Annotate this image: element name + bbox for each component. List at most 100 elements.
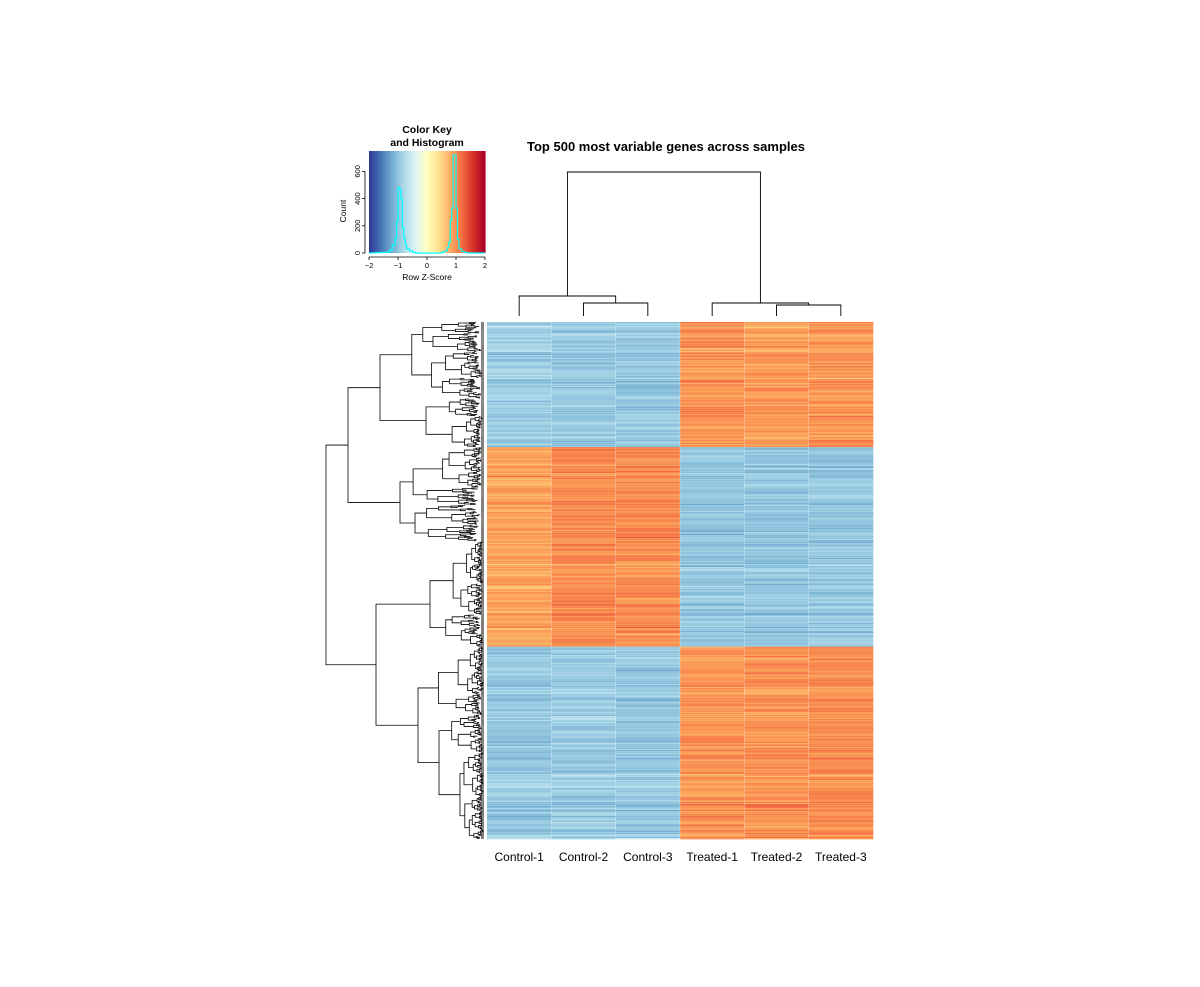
heatmap-cell xyxy=(487,489,552,491)
heatmap-cell xyxy=(551,393,616,395)
heatmap-cell xyxy=(808,688,874,690)
heatmap-cell xyxy=(680,527,745,530)
heatmap-cell xyxy=(487,760,552,762)
heatmap-cell xyxy=(808,428,874,430)
color-key-swatch xyxy=(476,151,479,253)
heatmap-cell xyxy=(808,544,874,546)
heatmap-cell xyxy=(744,794,809,796)
heatmap-cell xyxy=(615,483,681,485)
heatmap-cell xyxy=(551,576,616,578)
heatmap-cell xyxy=(487,792,552,794)
heatmap-cell xyxy=(680,524,745,527)
row-dendrogram-branch xyxy=(476,624,481,626)
heatmap-cell xyxy=(680,553,745,556)
heatmap-cell xyxy=(615,564,681,567)
heatmap-cell xyxy=(487,669,552,671)
heatmap-cell xyxy=(615,827,681,830)
row-dendrogram-branch xyxy=(458,530,472,533)
row-dendrogram-branch xyxy=(470,418,477,426)
heatmap-cell xyxy=(615,439,681,442)
heatmap-cell xyxy=(680,655,745,658)
heatmap-cell xyxy=(744,545,809,547)
heatmap-cell xyxy=(487,713,552,716)
row-dendrogram-branch xyxy=(477,687,480,691)
heatmap-cell xyxy=(680,385,745,387)
heatmap-cell xyxy=(487,381,552,384)
heatmap-cell xyxy=(551,755,616,757)
row-dendrogram-branch xyxy=(460,620,470,625)
heatmap-cell xyxy=(487,812,552,814)
heatmap-cell xyxy=(808,456,874,458)
heatmap-cell xyxy=(487,671,552,673)
heatmap-cell xyxy=(551,633,616,635)
heatmap-cell xyxy=(744,606,809,608)
heatmap-cell xyxy=(487,633,552,635)
row-dendrogram-branch xyxy=(478,797,481,801)
heatmap-cell xyxy=(744,600,809,602)
heatmap-cell xyxy=(551,546,616,548)
heatmap-cell xyxy=(551,499,616,502)
heatmap-cell xyxy=(744,601,809,603)
heatmap-cell xyxy=(487,816,552,818)
heatmap-cell xyxy=(551,763,616,765)
row-dendrogram-branch xyxy=(459,508,468,512)
heatmap-cell xyxy=(808,407,874,410)
heatmap-cell xyxy=(744,442,809,445)
heatmap-cell xyxy=(551,791,616,793)
heatmap-cell xyxy=(551,701,616,703)
heatmap-cell xyxy=(680,539,745,541)
heatmap-cell xyxy=(615,770,681,773)
heatmap-cell xyxy=(808,473,874,476)
heatmap-cell xyxy=(487,401,552,404)
heatmap-cell xyxy=(487,499,552,502)
heatmap-cell xyxy=(615,373,681,376)
heatmap-cell xyxy=(615,540,681,542)
heatmap-cell xyxy=(680,536,745,538)
row-dendrogram-branch xyxy=(465,398,469,401)
heatmap-cell xyxy=(808,684,874,687)
heatmap-cell xyxy=(680,704,745,707)
heatmap-cell xyxy=(487,800,552,803)
heatmap-cell xyxy=(680,463,745,466)
row-dendrogram-branch xyxy=(479,426,481,429)
heatmap-cell xyxy=(744,775,809,778)
heatmap-cell xyxy=(680,588,745,591)
heatmap-cell xyxy=(680,679,745,682)
heatmap-cell xyxy=(808,678,874,681)
heatmap-cell xyxy=(487,395,552,397)
heatmap-cell xyxy=(808,599,874,601)
heatmap-cell xyxy=(551,725,616,727)
heatmap-cell xyxy=(808,479,874,481)
heatmap-cell xyxy=(680,377,745,380)
heatmap-cell xyxy=(487,514,552,516)
heatmap-cell xyxy=(744,611,809,613)
heatmap-cell xyxy=(615,359,681,361)
heatmap-cell xyxy=(744,773,809,776)
heatmap-cell xyxy=(551,743,616,746)
row-dendrogram-branch xyxy=(475,617,480,620)
heatmap-cell xyxy=(487,518,552,520)
heatmap-cell xyxy=(680,758,745,760)
row-dendrogram-branch xyxy=(474,335,477,338)
heatmap-cell xyxy=(744,609,809,611)
heatmap-cell xyxy=(487,831,552,834)
heatmap-cell xyxy=(744,408,809,411)
row-dendrogram-branch xyxy=(478,651,481,654)
heatmap-cell xyxy=(615,721,681,723)
heatmap-cell xyxy=(680,767,745,770)
row-dendrogram-branch xyxy=(476,702,480,705)
heatmap-cell xyxy=(808,810,874,812)
heatmap-cell xyxy=(615,527,681,530)
heatmap-cell xyxy=(551,771,616,774)
row-dendrogram-branch xyxy=(476,708,480,711)
heatmap-cell xyxy=(615,473,681,476)
heatmap-cell xyxy=(744,783,809,785)
heatmap-cell xyxy=(487,511,552,513)
color-key-swatch xyxy=(402,151,405,253)
heatmap-cell xyxy=(615,505,681,507)
heatmap-cell xyxy=(487,383,552,385)
heatmap-cell xyxy=(744,516,809,518)
heatmap-cell xyxy=(551,502,616,505)
heatmap-cell xyxy=(615,579,681,581)
heatmap-cell xyxy=(744,690,809,692)
